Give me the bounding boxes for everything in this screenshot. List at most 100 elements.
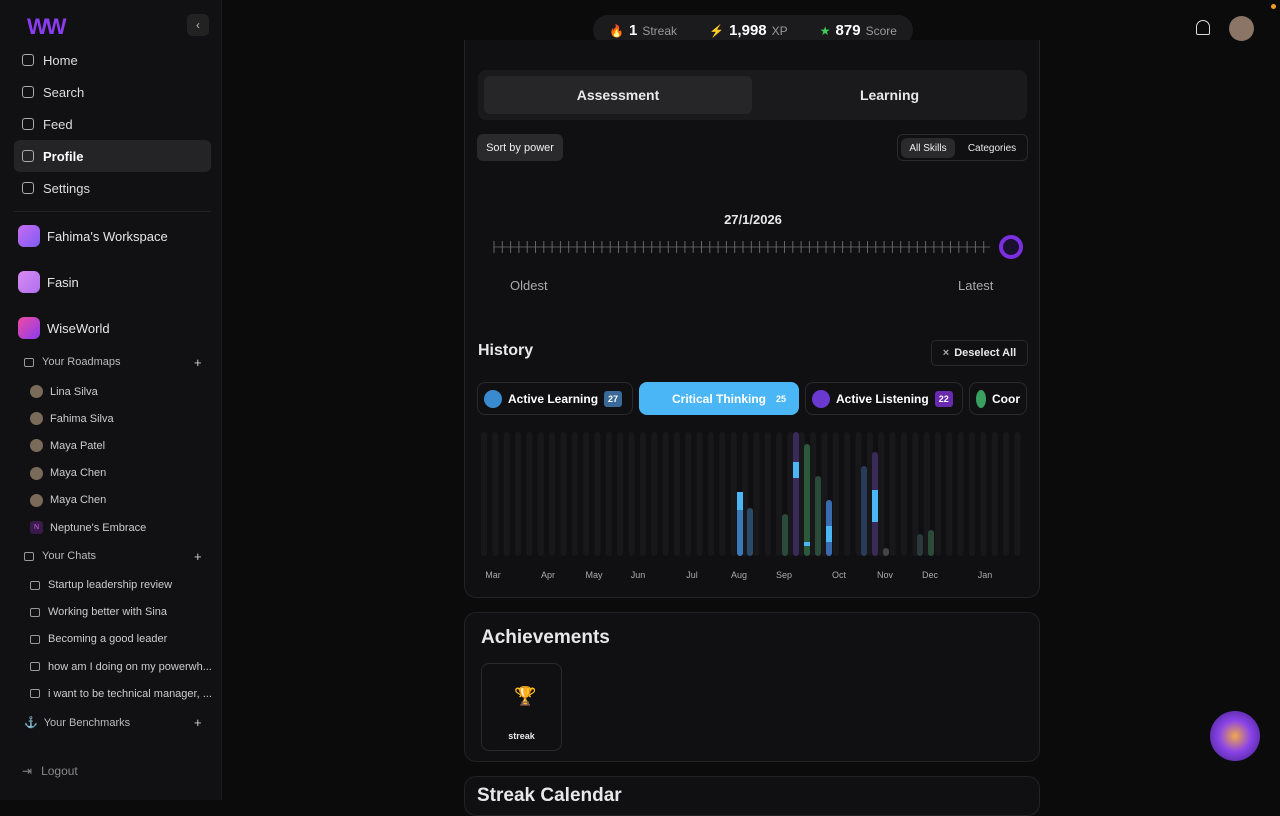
tab[interactable]: Assessment [484,76,752,114]
timeline-start: Oldest [510,278,548,293]
skill-chip[interactable]: Active Learning 27 [477,382,633,415]
nav-item[interactable]: Settings [14,172,211,204]
tab[interactable]: Learning [859,87,920,103]
skill-chip[interactable]: Active Listening 22 [805,382,963,415]
chat-item[interactable]: Becoming a good leader [30,633,167,645]
nav-label: Settings [43,180,90,196]
achievement-badge[interactable]: 🏆 streak [481,663,562,751]
skill-chip[interactable]: Coor [969,382,1027,415]
chat-label: Becoming a good leader [48,633,168,646]
roadmap-label: Maya Chen [50,467,107,480]
logout[interactable]: ⇥ Logout [22,764,78,778]
timeline-slider[interactable] [490,232,1030,262]
section-roadmaps[interactable]: Your Roadmaps [24,356,120,368]
chip-count: 27 [604,390,623,407]
add-roadmap[interactable]: + [194,355,202,370]
month-label: Apr [540,570,556,580]
logout-label: Logout [41,764,78,778]
timeline-date: 27/1/2026 [724,212,782,227]
chart-stripe [605,432,612,556]
chat-item[interactable]: Startup leadership review [30,579,172,591]
assistant-button[interactable] [1210,711,1260,761]
divider [14,211,211,212]
month-label: May [585,570,603,580]
avatar [30,493,43,507]
chat-item[interactable]: Working better with Sina [30,606,167,618]
roadmap-label: Neptune's Embrace [50,521,147,534]
workspace-label: Fahima's Workspace [47,228,168,244]
chart-stripe [571,432,578,556]
chart-stripe [594,432,601,556]
nav-item[interactable]: Feed [14,108,211,140]
chart-stripe [708,432,714,556]
chart-bar [861,466,867,556]
chart-stripe [526,432,533,556]
chart-stripe [923,432,930,556]
chart-stripe [935,432,941,556]
chart-stripe [503,432,510,556]
roadmap-item[interactable]: Maya Chen [30,466,107,480]
section-title: Your Roadmaps [42,356,121,368]
month-label: Jan [977,570,993,580]
chart-stripe [628,432,635,556]
toggle-option[interactable]: All Skills [901,138,955,158]
chart-stripe [969,432,976,556]
section-benchmarks[interactable]: ⚓ Your Benchmarks [24,716,131,730]
chart-bar [928,530,934,556]
workspace[interactable]: WiseWorld [18,316,110,340]
add-chat[interactable]: + [194,549,202,564]
chart-stripe [719,432,726,556]
chart-stripe [673,432,680,556]
sort-button[interactable]: Sort by power [477,134,563,161]
chart-stripe [991,432,998,556]
roadmap-item[interactable]: Fahima Silva [30,412,114,426]
status-dot [1271,4,1276,9]
collapse-button[interactable]: ‹ [187,14,209,36]
skill-chip[interactable]: Critical Thinking 25 [639,382,799,415]
streak-stat: 🔥 1 Streak [609,21,678,39]
workspace-label: Fasin [47,274,79,290]
roadmap-item[interactable]: Lina Silva [30,385,98,398]
roadmap-item[interactable]: Maya Patel [30,439,106,453]
achievements-title: Achievements [481,627,610,648]
chat-item[interactable]: i want to be technical manager, ... [30,688,212,700]
roadmap-label: Maya Patel [50,439,106,452]
avatar[interactable] [1229,16,1254,41]
chart-bar [793,432,799,556]
month-label: Nov [876,570,894,580]
initial-icon: N [30,521,43,534]
nav-item[interactable]: Search [14,76,211,108]
notifications[interactable] [1196,20,1210,35]
chart-stripe [696,432,703,556]
avatar [30,466,43,480]
workspace[interactable]: Fahima's Workspace [18,224,168,248]
chart-stripe [742,432,749,556]
roadmap-item[interactable]: N Neptune's Embrace [30,521,146,534]
avatar [30,385,43,398]
logo[interactable]: WW [27,14,67,39]
chart-highlight [826,526,832,542]
add-benchmark[interactable]: + [194,715,202,730]
history-title: History [478,342,534,359]
chart-stripe [946,432,953,556]
chart-bar [815,476,821,556]
chart-stripe [583,432,590,556]
timeline-end: Latest [958,278,994,293]
deselect-button[interactable]: × Deselect All [931,340,1028,366]
chat-label: Working better with Sina [48,606,168,619]
history-chart [481,432,1021,556]
score-stat: ★ 879 Score [819,21,897,39]
stat-value: 879 [835,21,861,39]
section-chats[interactable]: Your Chats [24,550,96,562]
chat-item[interactable]: how am I doing on my powerwh... [30,661,212,673]
chart-stripe [685,432,692,556]
toggle-option[interactable]: Categories [967,142,1017,154]
chart-stripe [832,432,839,556]
workspace[interactable]: Fasin [18,270,79,294]
chip-label: Critical Thinking [671,391,766,406]
nav-item[interactable]: Home [14,44,211,76]
nav-item[interactable]: Profile [14,140,211,172]
stat-label: Streak [642,23,678,38]
roadmap-item[interactable]: Maya Chen [30,493,106,507]
